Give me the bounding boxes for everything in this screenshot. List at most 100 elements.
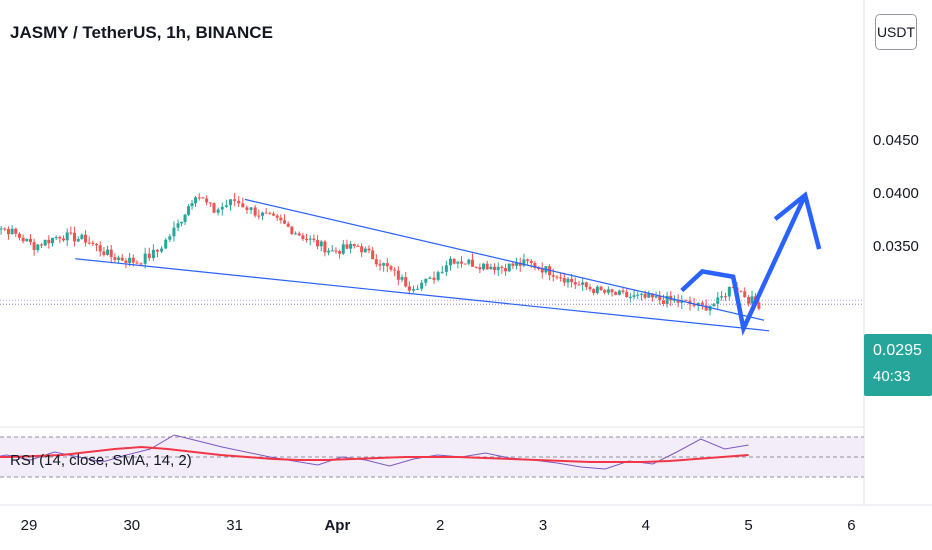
trendline-lower[interactable] <box>75 258 770 332</box>
candle-body <box>647 293 651 298</box>
candle-body <box>69 232 73 234</box>
candle-body <box>319 241 323 247</box>
candle-body <box>237 200 241 204</box>
candle-body <box>297 233 301 236</box>
candle-body <box>436 272 440 280</box>
candle-body <box>102 251 106 255</box>
candle-body <box>183 214 187 222</box>
candle-body <box>485 263 489 270</box>
candle-body <box>672 299 676 301</box>
candle-body <box>459 261 463 264</box>
candle-body <box>312 238 316 240</box>
rsi-ma-line <box>0 445 749 463</box>
candle-body <box>577 284 581 286</box>
candle-body <box>720 296 724 298</box>
candle-body <box>268 213 272 215</box>
x-tick-label: 29 <box>21 517 38 534</box>
candle-body <box>704 305 708 311</box>
candle-body <box>610 289 614 293</box>
candle-body <box>338 251 342 254</box>
candle-body <box>665 295 669 304</box>
candle-body <box>420 282 424 289</box>
candle-body <box>551 275 555 277</box>
candle-body <box>540 268 544 273</box>
candle-body <box>643 293 647 298</box>
candle-body <box>632 295 636 297</box>
candle-body <box>131 257 135 263</box>
candle-body <box>378 264 382 266</box>
candle-body <box>757 302 761 309</box>
candle-body <box>62 238 66 241</box>
candle-body <box>570 278 574 283</box>
candle-body <box>201 197 205 199</box>
candle-body <box>120 257 124 261</box>
candle-body <box>275 215 279 218</box>
y-tick-label: 0.0400 <box>873 185 919 202</box>
trendline-upper[interactable] <box>244 198 765 321</box>
candle-body <box>28 238 32 243</box>
rsi-indicator-label[interactable]: RSI (14, close, SMA, 14, 2) <box>10 452 192 469</box>
candle-body <box>356 245 360 247</box>
candle-body <box>708 306 712 311</box>
candle-body <box>658 295 662 301</box>
x-tick-label: 3 <box>539 517 547 534</box>
x-tick-label: 4 <box>642 517 650 534</box>
candle-body <box>584 282 588 288</box>
candle-body <box>95 244 99 246</box>
x-tick-label: Apr <box>324 517 350 534</box>
candle-body <box>264 212 268 214</box>
candle-body <box>363 248 367 253</box>
candle-body <box>448 258 452 266</box>
currency-button[interactable]: USDT <box>875 14 917 50</box>
candle-body <box>139 263 143 265</box>
candle-body <box>424 278 428 283</box>
symbol-title[interactable]: JASMY / TetherUS, 1h, BINANCE <box>10 23 273 42</box>
bar-countdown: 40:33 <box>873 368 911 385</box>
candle-body <box>478 267 482 270</box>
candle-body <box>80 234 84 239</box>
candle-body <box>452 258 456 264</box>
candle-body <box>628 296 632 298</box>
candle-body <box>323 241 327 253</box>
candle-body <box>467 259 471 264</box>
candle-body <box>625 291 629 298</box>
candle-body <box>676 299 680 303</box>
candle-body <box>526 259 530 261</box>
candle-body <box>6 228 10 235</box>
candle-body <box>727 286 731 297</box>
candle-body <box>522 259 526 266</box>
candle-body <box>208 202 212 204</box>
rsi-line <box>0 434 749 470</box>
candle-body <box>17 233 21 238</box>
candle-body <box>349 243 353 249</box>
candle-body <box>588 287 592 290</box>
candle-body <box>511 263 515 266</box>
candle-body <box>444 265 448 272</box>
candle-body <box>279 217 283 221</box>
candle-body <box>371 250 375 260</box>
candle-body <box>10 228 14 235</box>
candle-body <box>463 263 467 265</box>
candle-body <box>330 250 334 252</box>
candle-body <box>595 286 599 294</box>
candle-body <box>286 223 290 227</box>
candle-body <box>747 297 751 304</box>
candle-body <box>249 207 253 210</box>
candle-body <box>87 242 91 244</box>
candle-body <box>411 289 415 291</box>
candle-body <box>316 239 320 247</box>
candle-body <box>272 213 276 216</box>
candle-body <box>54 237 58 239</box>
candle-body <box>416 288 420 290</box>
candle-body <box>172 227 176 237</box>
candle-body <box>164 239 168 249</box>
candle-body <box>197 197 201 199</box>
time-axis: 29 30 31 Apr 2 3 4 5 6 <box>21 517 856 534</box>
y-tick-label: 0.0350 <box>873 238 919 255</box>
candle-body <box>739 290 743 292</box>
candle-body <box>176 223 180 228</box>
candle-body <box>135 262 139 264</box>
x-tick-label: 31 <box>226 517 243 534</box>
candle-body <box>109 249 113 258</box>
